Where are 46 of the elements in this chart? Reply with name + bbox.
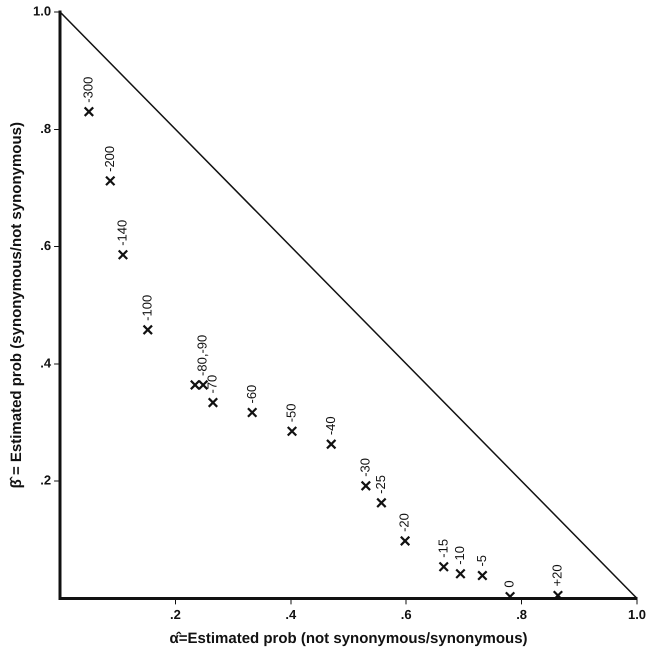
annotation: -300 — [80, 76, 96, 103]
y-tick-label: .4 — [40, 355, 52, 370]
point — [400, 536, 410, 546]
point — [142, 324, 154, 336]
x-tick-label: .6 — [400, 606, 412, 622]
annotation: -80,-90 — [194, 334, 210, 376]
point — [438, 561, 450, 572]
point — [326, 438, 337, 450]
y-tick-label: .2 — [40, 472, 52, 488]
annotation: +20 — [550, 564, 565, 586]
point — [84, 106, 94, 118]
x-tick-label: .2 — [170, 606, 181, 622]
point — [208, 397, 218, 408]
point — [286, 426, 298, 437]
x-tick-label: 1.0 — [628, 606, 646, 622]
point — [552, 590, 564, 598]
annotation: -25 — [373, 475, 388, 494]
x-tick-label: .8 — [516, 606, 528, 622]
point — [104, 176, 116, 186]
y-axis-title: β̂ = Estimated prob (synonymous/not synonymous) — [8, 122, 26, 488]
annotation: -20 — [396, 513, 412, 532]
annotation: -140 — [114, 220, 130, 246]
x-tick-label: .4 — [285, 606, 298, 622]
point — [455, 568, 466, 580]
point — [360, 480, 372, 492]
annotation: -200 — [102, 146, 117, 172]
annotation: -5 — [474, 554, 489, 567]
point — [190, 380, 200, 390]
annotation: -70 — [204, 374, 220, 394]
x-axis-title: α̂=Estimated prob (not synonymous/synonymous) — [170, 630, 528, 648]
annotation: -10 — [452, 546, 468, 565]
point — [198, 380, 208, 390]
point — [376, 497, 387, 508]
annotation: 0 — [502, 580, 517, 588]
y-tick-label: 1.0 — [32, 4, 52, 19]
annotation: -50 — [284, 403, 299, 422]
annotation: -15 — [435, 538, 450, 558]
point — [118, 249, 128, 260]
y-tick-label: .6 — [40, 238, 52, 254]
point — [477, 570, 488, 581]
annotation: -30 — [357, 458, 372, 477]
annotation: -60 — [244, 384, 259, 404]
point — [246, 407, 258, 418]
annotation: -40 — [322, 416, 338, 436]
annotation: -100 — [139, 294, 154, 321]
y-tick-label: .8 — [40, 120, 52, 136]
